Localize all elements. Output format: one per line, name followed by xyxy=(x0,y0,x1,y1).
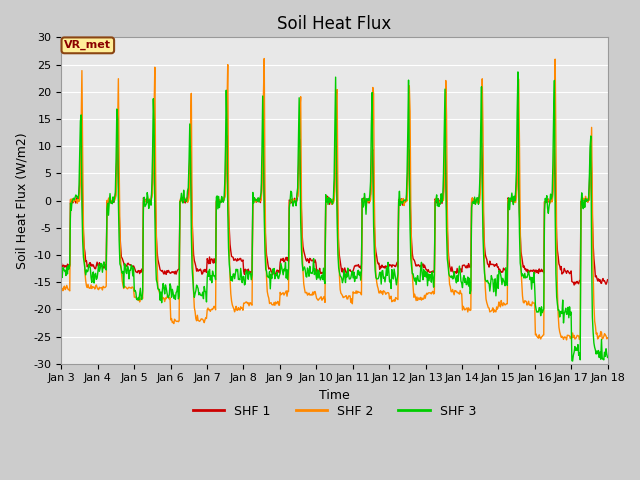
SHF 2 xyxy=(402,200,410,205)
Text: VR_met: VR_met xyxy=(64,40,111,50)
SHF 3 xyxy=(604,355,611,360)
SHF 3 xyxy=(514,69,522,75)
SHF 1 xyxy=(124,260,132,266)
SHF 1 xyxy=(67,198,75,204)
SHF 2 xyxy=(67,199,75,204)
SHF 1 xyxy=(114,132,122,137)
SHF 1 xyxy=(209,257,216,263)
SHF 1 xyxy=(180,197,188,203)
SHF 2 xyxy=(58,288,65,293)
SHF 2 xyxy=(208,306,216,312)
X-axis label: Time: Time xyxy=(319,389,350,402)
SHF 3 xyxy=(67,207,75,213)
SHF 2 xyxy=(418,297,426,303)
SHF 3 xyxy=(179,200,187,206)
SHF 3 xyxy=(58,271,65,277)
SHF 1 xyxy=(570,282,578,288)
SHF 2 xyxy=(604,335,611,341)
SHF 2 xyxy=(179,199,187,204)
SHF 1 xyxy=(402,199,410,204)
SHF 2 xyxy=(260,56,268,61)
SHF 3 xyxy=(569,358,577,364)
SHF 1 xyxy=(418,265,426,271)
SHF 3 xyxy=(124,263,131,269)
Line: SHF 1: SHF 1 xyxy=(61,134,607,285)
SHF 1 xyxy=(58,260,65,266)
SHF 2 xyxy=(124,286,131,292)
Y-axis label: Soil Heat Flux (W/m2): Soil Heat Flux (W/m2) xyxy=(15,132,28,269)
Line: SHF 3: SHF 3 xyxy=(61,72,607,361)
Title: Soil Heat Flux: Soil Heat Flux xyxy=(277,15,392,33)
Line: SHF 2: SHF 2 xyxy=(61,59,607,340)
SHF 3 xyxy=(401,197,408,203)
SHF 3 xyxy=(208,280,216,286)
Legend: SHF 1, SHF 2, SHF 3: SHF 1, SHF 2, SHF 3 xyxy=(188,400,481,423)
SHF 1 xyxy=(604,277,611,283)
SHF 2 xyxy=(563,337,570,343)
SHF 3 xyxy=(417,265,424,271)
